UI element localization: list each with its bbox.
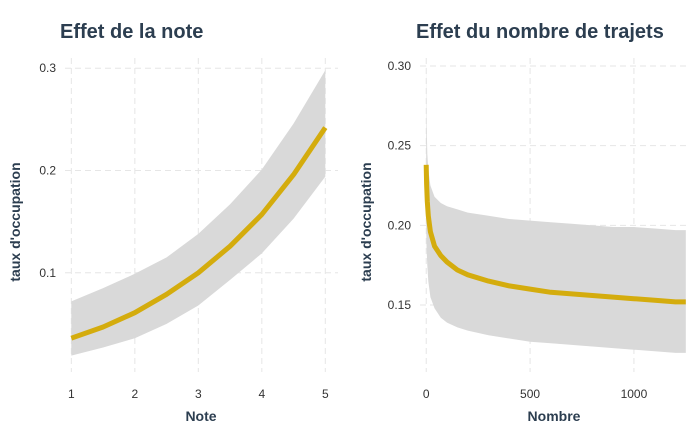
confidence-ribbon — [71, 70, 326, 356]
y-ticks: 0.1 0.2 0.3 — [39, 61, 56, 280]
panel-effet-note: Effet de la note 1 2 3 4 5 0.1 0.2 0.3 Note ta… — [7, 21, 338, 424]
x-ticks: 1 2 3 4 5 — [68, 387, 329, 401]
y-tick-label: 0.25 — [388, 139, 412, 153]
x-tick-label: 2 — [131, 387, 138, 401]
confidence-ribbon-layer — [71, 70, 326, 356]
x-tick-label: 1 — [68, 387, 75, 401]
confidence-ribbon-layer — [426, 58, 686, 353]
y-axis-title: taux d'occupation — [7, 162, 23, 281]
y-axis-title: taux d'occupation — [358, 162, 374, 281]
x-axis-title: Nombre — [528, 408, 581, 424]
chart-title: Effet du nombre de trajets — [416, 21, 664, 43]
y-tick-label: 0.3 — [39, 61, 56, 75]
x-tick-label: 3 — [195, 387, 202, 401]
x-tick-label: 1000 — [621, 387, 648, 401]
fitted-line — [70, 126, 328, 341]
fitted-line — [423, 164, 686, 305]
y-tick-label: 0.15 — [388, 298, 412, 312]
x-tick-label: 500 — [520, 387, 540, 401]
line-layer — [423, 164, 686, 305]
y-tick-label: 0.30 — [388, 59, 412, 73]
panel-effet-nombre-trajets: Effet du nombre de trajets 0 500 1000 0.15… — [358, 21, 690, 424]
x-ticks: 0 500 1000 — [423, 387, 648, 401]
x-tick-label: 5 — [322, 387, 329, 401]
y-tick-label: 0.2 — [39, 164, 56, 178]
confidence-ribbon — [426, 58, 686, 353]
y-tick-label: 0.1 — [39, 266, 56, 280]
x-tick-label: 0 — [423, 387, 430, 401]
x-tick-label: 4 — [258, 387, 265, 401]
x-axis-title: Note — [185, 408, 216, 424]
y-tick-label: 0.20 — [388, 218, 412, 232]
line-layer — [70, 126, 328, 341]
chart-title: Effet de la note — [60, 21, 203, 43]
y-ticks: 0.15 0.20 0.25 0.30 — [388, 59, 412, 312]
